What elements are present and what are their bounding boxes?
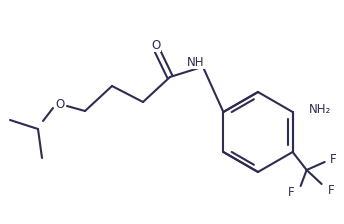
Text: O: O [151,39,161,52]
Text: F: F [330,153,336,166]
Text: O: O [55,97,65,110]
Text: NH: NH [187,56,205,69]
Text: NH₂: NH₂ [309,103,331,116]
Text: F: F [327,183,334,196]
Text: F: F [288,185,295,198]
